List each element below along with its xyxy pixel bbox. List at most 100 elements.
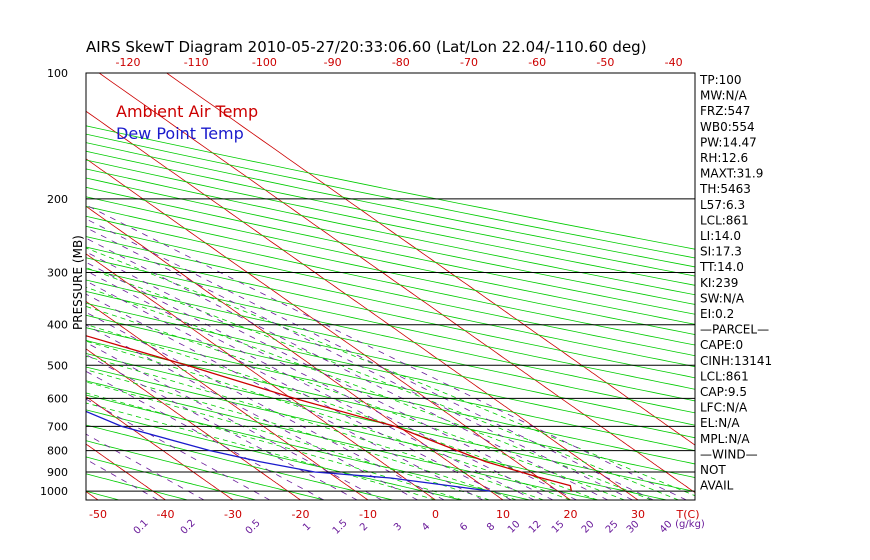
index-item: CAPE:0: [700, 338, 743, 352]
pressure-tick-label: 100: [47, 67, 68, 80]
mixing-ratio-tick-label: 2: [358, 521, 370, 533]
mixing-ratio-line: [86, 218, 654, 500]
isobar-lines: [86, 72, 695, 492]
index-item: SI:17.3: [700, 245, 742, 259]
bottom-temp-tick-label: -20: [292, 508, 310, 521]
plot-frame: [85, 72, 696, 501]
bottom-temp-tick-label: 20: [564, 508, 578, 521]
index-item: PW:14.47: [700, 135, 757, 149]
moist-adiabat-line: [86, 381, 490, 500]
dry-adiabat-line: [86, 168, 695, 296]
isotherm-line: [86, 443, 166, 500]
dry-adiabat-line: [86, 456, 257, 500]
mixing-ratio-tick-label: 0.5: [244, 518, 263, 537]
bottom-temp-tick-label: -30: [224, 508, 242, 521]
bottom-temp-tick-label: 0: [432, 508, 439, 521]
top-temp-tick-label: -100: [252, 56, 277, 69]
index-item: MAXT:31.9: [700, 167, 763, 181]
dry-adiabat-line: [86, 327, 695, 465]
dry-adiabat-line: [86, 177, 695, 305]
dry-adiabat-line: [86, 380, 599, 500]
mixing-ratio-unit-label: (g/kg): [675, 519, 705, 530]
mixing-ratio-tick-label: 30: [625, 519, 642, 536]
mixing-ratio-tick-label: 20: [580, 519, 597, 536]
index-item: L57:6.3: [700, 198, 745, 212]
chart-title: AIRS SkewT Diagram 2010-05-27/20:33:06.6…: [86, 38, 647, 56]
index-item: CINH:13141: [700, 354, 772, 368]
bottom-temp-tick-label: -10: [359, 508, 377, 521]
index-item: TH:5463: [699, 182, 751, 196]
mixing-ratio-line: [86, 227, 633, 500]
dry-adiabat-line: [86, 196, 695, 325]
dew-point-line: [86, 410, 491, 492]
moist-adiabat-line: [86, 305, 625, 500]
mixing-ratio-tick-label: 25: [604, 519, 621, 536]
mixing-ratio-tick-label: 1: [301, 521, 313, 533]
dry-adiabat-line: [86, 236, 695, 368]
mixing-ratio-line: [86, 237, 609, 500]
dry-adiabat-line: [86, 268, 695, 402]
index-item: TT:14.0: [699, 260, 744, 274]
moist-adiabat-line: [86, 247, 695, 497]
index-item: MPL:N/A: [700, 432, 750, 446]
dry-adiabat-line: [86, 353, 695, 492]
mixing-ratio-tick-label: 1.5: [331, 518, 350, 537]
index-item: —PARCEL—: [700, 323, 769, 337]
pressure-tick-label: 400: [47, 319, 68, 332]
dry-adiabat-line: [86, 142, 695, 268]
mixing-ratio-line: [86, 311, 445, 500]
dry-adiabat-grid: [86, 125, 695, 500]
pressure-tick-label: 300: [47, 267, 68, 280]
index-item: LFC:N/A: [700, 401, 748, 415]
mixing-ratio-grid: [86, 204, 687, 500]
index-item: NOT: [700, 463, 726, 477]
legend-dew-point: Dew Point Temp: [116, 124, 244, 143]
dry-adiabat-line: [86, 409, 462, 500]
pressure-tick-label: 1000: [40, 485, 68, 498]
dry-adiabat-line: [86, 340, 695, 478]
index-item: TP:100: [699, 73, 742, 87]
mixing-ratio-tick-label: 15: [550, 519, 567, 536]
pressure-tick-label: 900: [47, 466, 68, 479]
isotherm-line: [98, 73, 695, 494]
bottom-temp-tick-label: 30: [631, 508, 645, 521]
dry-adiabat-line: [86, 159, 695, 286]
dry-adiabat-line: [86, 440, 325, 500]
pressure-tick-label: 600: [47, 392, 68, 405]
bottom-temp-tick-label: 10: [496, 508, 510, 521]
top-temp-tick-label: -60: [528, 56, 546, 69]
dry-adiabat-line: [86, 257, 695, 390]
index-item: CAP:9.5: [700, 385, 747, 399]
index-item: LI:14.0: [700, 229, 741, 243]
mixing-ratio-tick-label: 8: [485, 521, 497, 533]
mixing-ratio-line: [86, 280, 512, 500]
bottom-temp-tick-label: -50: [89, 508, 107, 521]
top-temp-tick-label: -120: [116, 56, 141, 69]
isotherm-line: [166, 73, 695, 446]
mixing-ratio-tick-label: 12: [527, 519, 544, 536]
moist-adiabat-line: [86, 267, 679, 500]
index-item: SW:N/A: [700, 291, 745, 305]
moist-adiabat-line: [86, 355, 544, 500]
index-item: KI:239: [700, 276, 738, 290]
index-item: EI:0.2: [700, 307, 734, 321]
dry-adiabat-line: [86, 225, 695, 357]
top-temp-tick-label: -50: [596, 56, 614, 69]
bottom-temp-tick-label: -40: [157, 508, 175, 521]
legend: Ambient Air Temp Dew Point Temp: [116, 102, 258, 143]
moist-adiabat-line: [86, 369, 517, 500]
index-item: —WIND—: [700, 447, 758, 461]
dry-adiabat-line: [86, 125, 695, 250]
pressure-tick-label: 200: [47, 193, 68, 206]
index-item: MW:N/A: [700, 89, 748, 103]
mixing-ratio-line: [86, 458, 159, 500]
pressure-tick-label: 500: [47, 359, 68, 372]
isotherm-line: [86, 348, 301, 500]
index-item: LCL:861: [700, 213, 749, 227]
pressure-tick-label: 800: [47, 445, 68, 458]
index-item: RH:12.6: [700, 151, 748, 165]
moist-adiabat-line: [86, 402, 436, 500]
moist-adiabat-line: [86, 286, 652, 500]
